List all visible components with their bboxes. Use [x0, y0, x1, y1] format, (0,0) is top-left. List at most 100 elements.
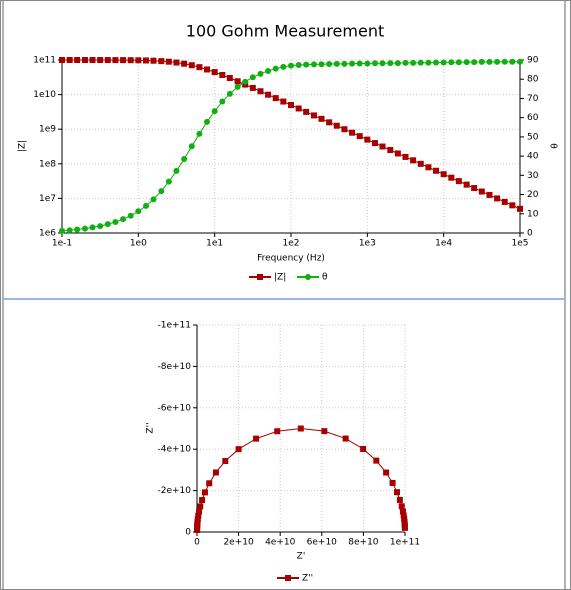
- data-point: [104, 221, 111, 228]
- data-point: [97, 57, 104, 64]
- data-point: [173, 167, 180, 174]
- y-tick-label: -1e+11: [157, 321, 191, 331]
- data-point: [349, 60, 356, 67]
- data-point: [89, 57, 96, 64]
- data-point: [396, 496, 403, 503]
- data-point: [364, 136, 371, 143]
- data-point: [257, 70, 264, 77]
- data-point: [81, 57, 88, 64]
- data-point: [196, 508, 203, 515]
- x-tick-label: 1e5: [512, 239, 529, 249]
- y-tick-label: 1e6: [39, 229, 56, 239]
- data-point: [326, 61, 333, 68]
- data-point: [196, 130, 203, 137]
- data-point: [274, 428, 281, 435]
- data-point: [440, 171, 447, 178]
- data-point: [478, 58, 485, 65]
- data-point: [81, 225, 88, 232]
- data-point: [226, 90, 233, 97]
- data-point: [364, 60, 371, 67]
- data-point: [455, 59, 462, 66]
- data-point: [333, 60, 340, 67]
- chart-title: 100 Gohm Measurement: [186, 22, 384, 41]
- data-point: [74, 226, 81, 233]
- data-point: [288, 62, 294, 69]
- data-point: [471, 59, 478, 66]
- data-point: [433, 167, 440, 174]
- data-point: [188, 143, 195, 150]
- data-point: [402, 59, 409, 66]
- y2-tick-label: 0: [527, 229, 533, 239]
- data-point: [310, 112, 317, 119]
- x-tick-label: 1e0: [130, 239, 147, 249]
- data-point: [280, 98, 287, 105]
- data-point: [97, 223, 104, 230]
- data-point: [463, 181, 470, 188]
- data-point: [211, 108, 218, 115]
- data-point: [165, 178, 172, 185]
- x-tick-label: 1e2: [283, 239, 300, 249]
- data-point: [295, 105, 302, 112]
- data-point: [173, 59, 180, 66]
- data-point: [249, 84, 256, 91]
- data-point: [150, 57, 157, 64]
- y2-tick-label: 70: [527, 94, 539, 104]
- data-point: [242, 78, 249, 85]
- data-point: [181, 155, 188, 162]
- data-point: [104, 57, 111, 64]
- y2-tick-label: 10: [527, 209, 539, 219]
- data-point: [59, 57, 65, 63]
- data-point: [383, 469, 390, 476]
- data-point: [89, 224, 96, 231]
- data-point: [373, 457, 380, 464]
- data-point: [342, 435, 349, 442]
- x-tick-label: 1e1: [206, 239, 223, 249]
- data-point: [303, 61, 310, 68]
- data-point: [398, 503, 405, 510]
- data-point: [127, 57, 134, 64]
- data-point: [486, 191, 493, 198]
- data-point: [112, 57, 119, 64]
- y-axis-label: |Z|: [18, 140, 28, 152]
- legend-marker: [285, 575, 291, 581]
- data-point: [349, 129, 356, 136]
- y2-tick-label: 60: [527, 113, 539, 123]
- data-point: [158, 188, 165, 195]
- data-point: [158, 58, 165, 65]
- data-point: [201, 489, 208, 496]
- data-point: [448, 59, 455, 66]
- data-point: [478, 188, 485, 195]
- data-point: [387, 60, 394, 67]
- data-point: [341, 60, 348, 67]
- data-point: [219, 71, 226, 78]
- data-point: [303, 108, 310, 115]
- legend-label: Z'': [302, 574, 313, 584]
- data-point: [318, 115, 325, 122]
- data-point: [399, 508, 406, 515]
- data-point: [360, 445, 367, 452]
- data-point: [165, 58, 172, 65]
- data-point: [272, 65, 279, 72]
- data-point: [494, 195, 501, 202]
- y2-tick-label: 90: [527, 56, 539, 66]
- y-tick-label: 1e8: [39, 159, 56, 169]
- y-tick-label: 1e7: [39, 194, 56, 204]
- legend-marker: [305, 274, 311, 280]
- data-point: [212, 469, 219, 476]
- data-point: [120, 57, 127, 64]
- data-point: [448, 174, 455, 181]
- data-point: [425, 164, 432, 171]
- data-point: [194, 526, 201, 533]
- data-point: [188, 62, 195, 69]
- data-point: [197, 503, 204, 510]
- data-point: [326, 119, 333, 126]
- data-point: [389, 479, 396, 486]
- legend-label: θ: [322, 273, 328, 283]
- x-tick-label: 8e+10: [348, 538, 379, 548]
- data-point: [417, 160, 424, 167]
- data-point: [253, 435, 260, 442]
- data-point: [142, 57, 149, 64]
- y-tick-label: -4e+10: [157, 445, 191, 455]
